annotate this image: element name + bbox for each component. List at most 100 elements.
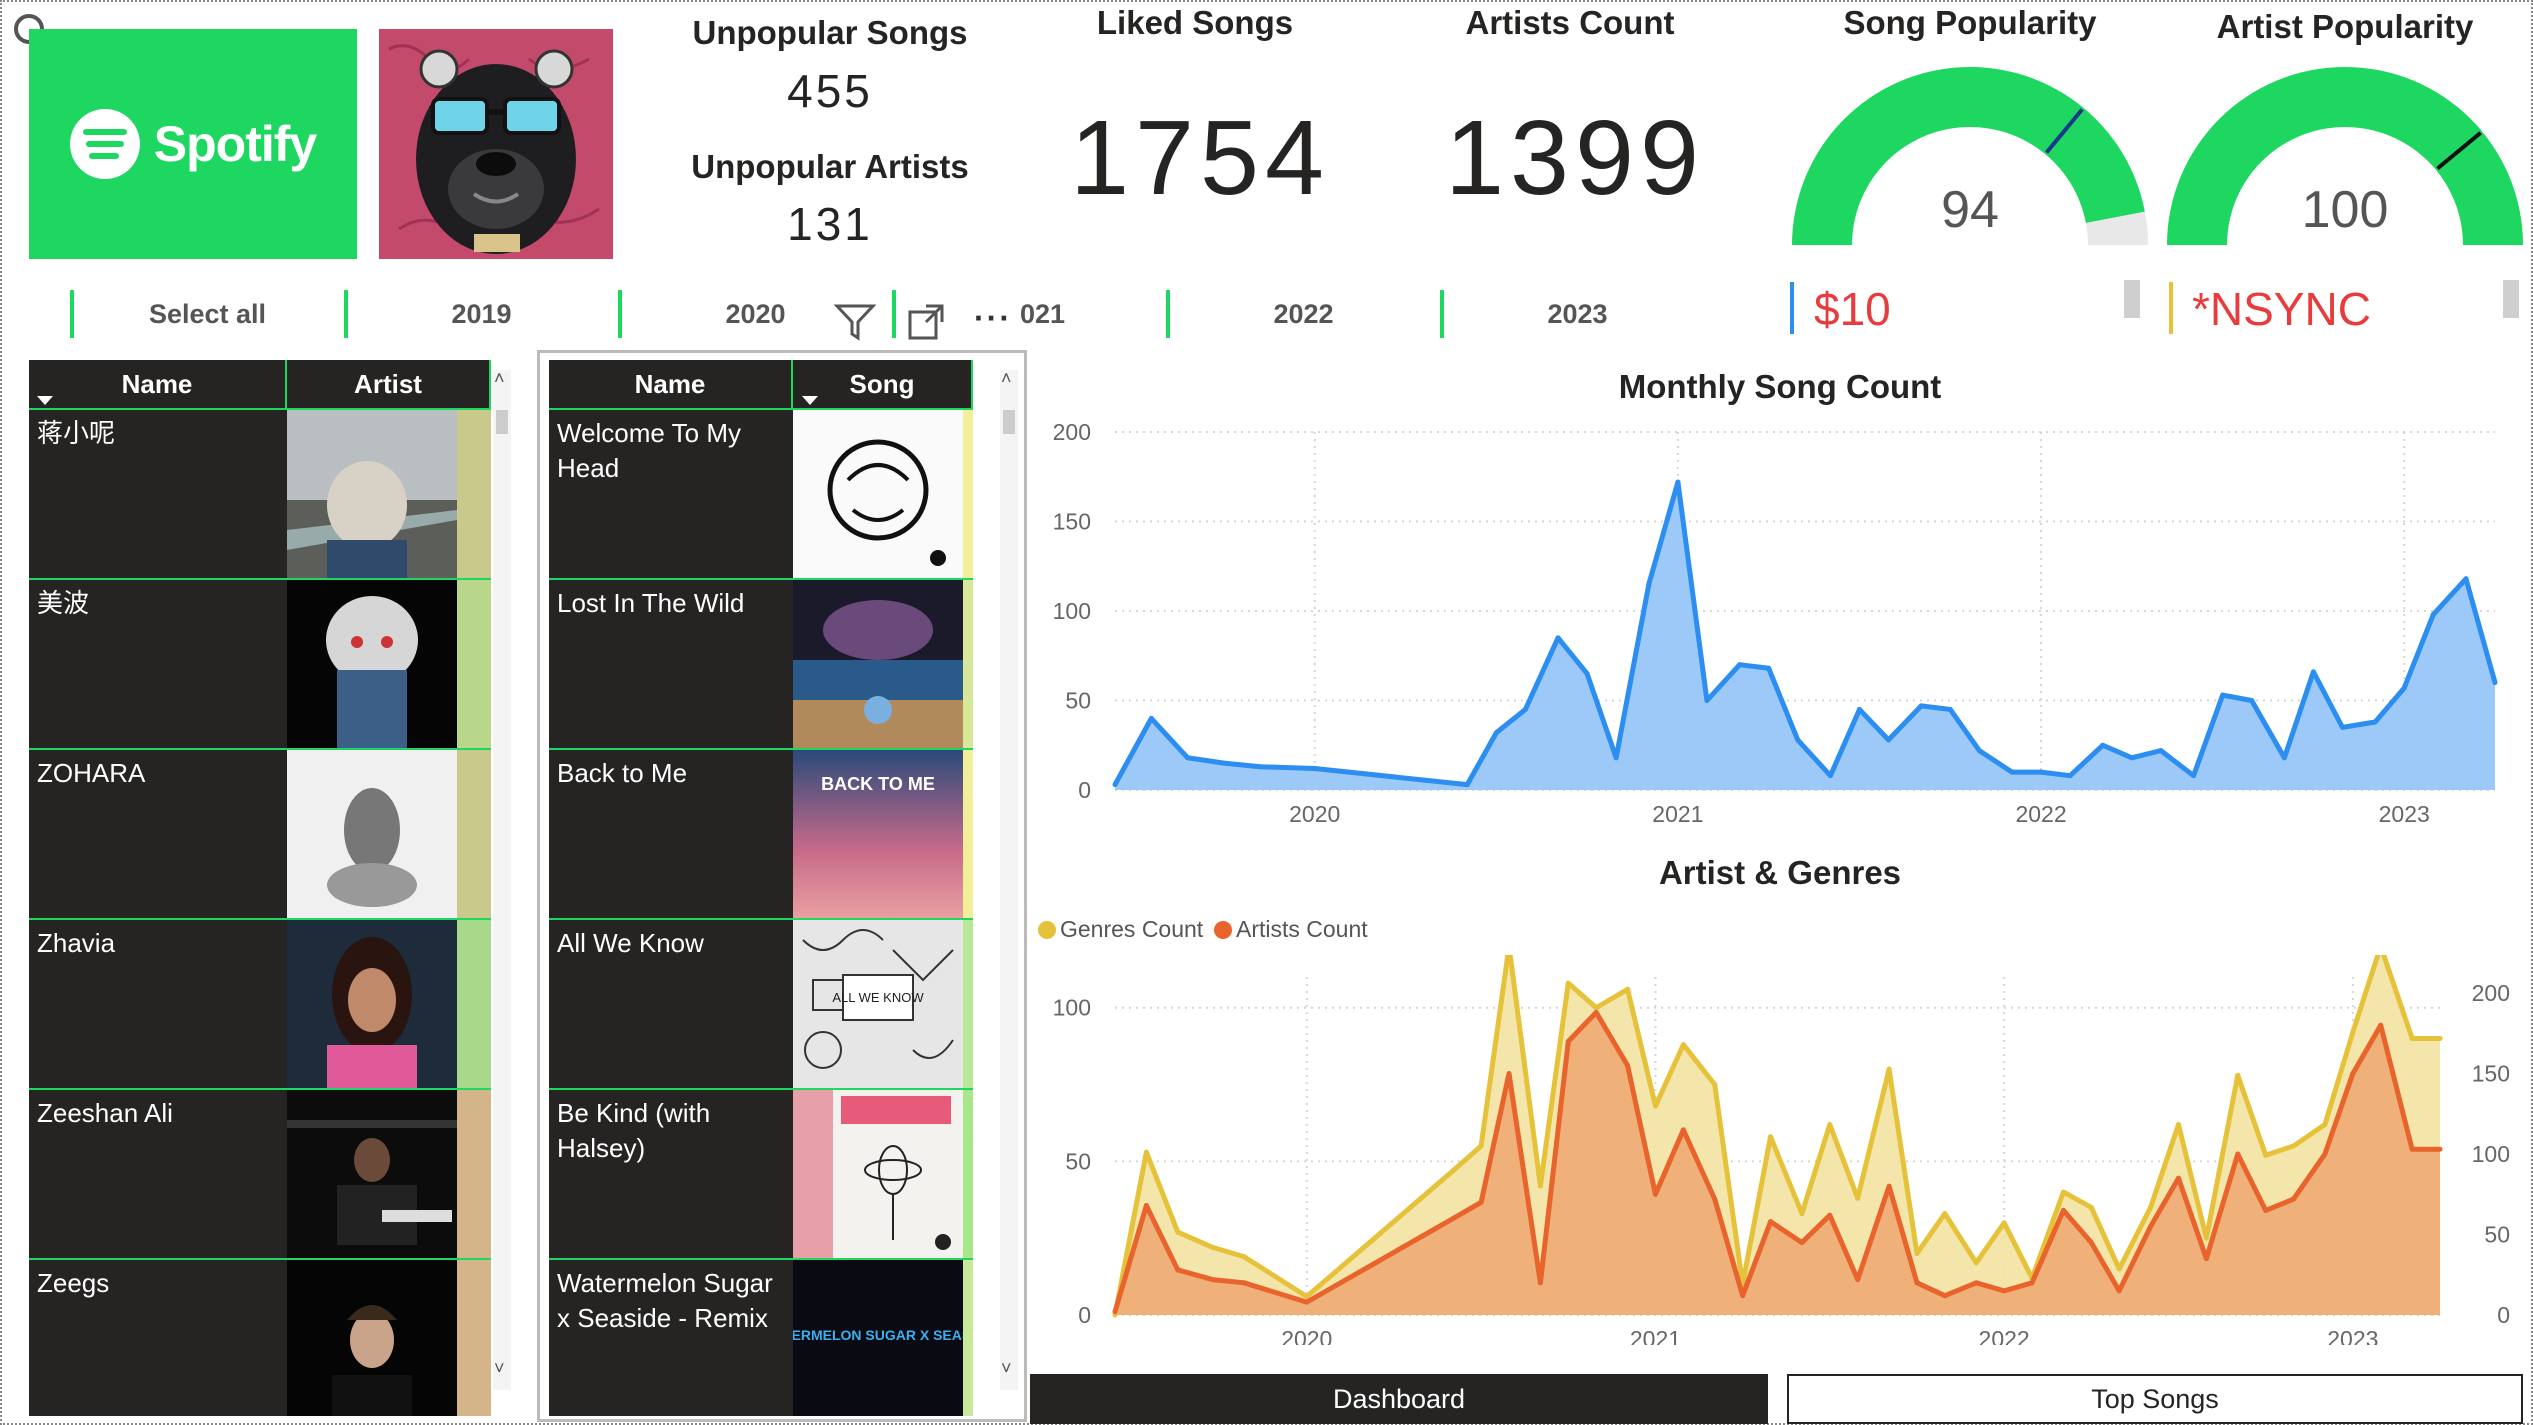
- artist-popularity-label: Artist Popularity: [2216, 8, 2474, 45]
- song-name: Lost In The Wild: [557, 588, 745, 618]
- data-point: [2088, 1240, 2094, 1246]
- scroll-up-icon[interactable]: ˄: [494, 368, 505, 388]
- table-row[interactable]: 美波: [29, 578, 491, 748]
- monthly-song-count-chart: 0 50 100 150 200 2020 2021 2022 2023: [1053, 419, 2498, 827]
- data-point: [1855, 1277, 1861, 1283]
- data-point: [2310, 669, 2316, 675]
- filter-icon[interactable]: [834, 302, 876, 342]
- data-point: [1537, 1280, 1543, 1286]
- data-point: [1148, 715, 1154, 721]
- data-point: [2281, 755, 2287, 761]
- data-point: [2116, 1288, 2122, 1294]
- data-point: [1737, 662, 1743, 668]
- song-card-scrollbar[interactable]: [2124, 280, 2140, 318]
- data-point: [1712, 1196, 1718, 1202]
- data-point: [1886, 1066, 1892, 1072]
- data-point: [1221, 760, 1227, 766]
- area-fill: [1115, 1012, 2440, 1315]
- scroll-thumb[interactable]: [496, 410, 508, 434]
- slicer-year-2022[interactable]: 2022: [1166, 290, 1441, 338]
- song-table-scrollbar[interactable]: [1000, 370, 1018, 1390]
- data-point: [1914, 1251, 1920, 1257]
- data-point: [1506, 1071, 1512, 1077]
- song-table-header-song[interactable]: Song: [793, 360, 973, 408]
- table-row[interactable]: All We Know ALL WE KNOW: [549, 918, 973, 1088]
- x-tick-label: 2020: [1289, 801, 1340, 827]
- data-point: [1478, 1143, 1484, 1149]
- more-options-icon[interactable]: ···: [974, 300, 1012, 336]
- song-table-header-name[interactable]: Name: [549, 360, 793, 408]
- scroll-thumb[interactable]: [1003, 410, 1015, 434]
- dashboard-nav-button[interactable]: Dashboard: [1030, 1374, 1768, 1424]
- svg-text:BACK TO ME: BACK TO ME: [821, 774, 935, 794]
- table-row[interactable]: Zhavia: [29, 918, 491, 1088]
- data-point: [1973, 1280, 1979, 1286]
- slicer-year-2019[interactable]: 2019: [344, 290, 619, 338]
- artist-table-scrollbar[interactable]: [493, 370, 511, 1390]
- data-point: [2350, 1071, 2356, 1077]
- data-point: [1555, 635, 1561, 641]
- table-row[interactable]: Back to Me BACK TO ME: [549, 748, 973, 918]
- sort-desc-icon[interactable]: [802, 396, 818, 405]
- scroll-up-icon[interactable]: ˄: [1001, 368, 1012, 388]
- artist-table: Name Artist 蒋小呢 美波 ZOHARA Zhavia Zeeshan…: [29, 360, 491, 1416]
- table-row[interactable]: Watermelon Sugar x Seaside - Remix WATER…: [549, 1258, 973, 1416]
- table-row[interactable]: Be Kind (with Halsey): [549, 1088, 973, 1258]
- data-point: [2235, 1072, 2241, 1078]
- song-cover: [793, 1090, 963, 1258]
- table-row[interactable]: Welcome To My Head: [549, 408, 973, 578]
- row-highlight: [963, 1260, 973, 1416]
- svg-text:WATERMELON SUGAR X SEASIDE: WATERMELON SUGAR X SEASIDE: [793, 1327, 963, 1343]
- song-popularity-gauge: [1792, 66, 2148, 245]
- data-point: [2437, 1146, 2443, 1152]
- slicer-select-all[interactable]: Select all: [70, 290, 345, 338]
- artist-genres-title: Artist & Genres: [1658, 854, 1902, 891]
- table-row[interactable]: Lost In The Wild: [549, 578, 973, 748]
- scroll-down-icon[interactable]: ˅: [494, 1358, 505, 1378]
- data-point: [2263, 1207, 2269, 1213]
- row-highlight: [457, 1090, 491, 1258]
- data-point: [2067, 773, 2073, 779]
- sort-desc-icon[interactable]: [37, 396, 53, 405]
- scroll-down-icon[interactable]: ˅: [1001, 1358, 1012, 1378]
- legend-artists[interactable]: Artists Count: [1214, 916, 1368, 943]
- artist-table-header-name[interactable]: Name: [29, 360, 287, 408]
- table-row[interactable]: Zeeshan Ali: [29, 1088, 491, 1258]
- data-point: [1625, 1063, 1631, 1069]
- row-highlight: [457, 410, 491, 578]
- data-point: [2175, 1121, 2181, 1127]
- unpopular-artists-value: 131: [787, 198, 873, 250]
- data-point: [1768, 1134, 1774, 1140]
- y-right-tick-label: 0: [2497, 1302, 2510, 1328]
- data-point: [2437, 1035, 2443, 1041]
- data-point: [2100, 742, 2106, 748]
- artist-card-scrollbar[interactable]: [2503, 280, 2519, 318]
- data-point: [1652, 1191, 1658, 1197]
- data-point: [2463, 576, 2469, 582]
- artist-popularity-value: 100: [2301, 181, 2389, 239]
- slicer-year-2021[interactable]: 021: [892, 290, 1167, 338]
- focus-expand-icon[interactable]: [906, 302, 946, 342]
- data-point: [2158, 748, 2164, 754]
- table-row[interactable]: ZOHARA: [29, 748, 491, 918]
- top-songs-nav-button[interactable]: Top Songs: [1787, 1374, 2523, 1424]
- artist-table-header-artist[interactable]: Artist: [287, 360, 491, 408]
- y-tick-label: 50: [1065, 688, 1091, 714]
- data-point: [1942, 1211, 1948, 1217]
- data-point: [1675, 479, 1681, 485]
- slicer-year-2023[interactable]: 2023: [1440, 290, 1715, 338]
- data-point: [1799, 1240, 1805, 1246]
- artist-name: Zeeshan Ali: [37, 1098, 173, 1128]
- legend-genres[interactable]: Genres Count: [1038, 916, 1203, 943]
- series-line: [1112, 479, 2498, 788]
- data-point: [1175, 1267, 1181, 1273]
- slicer-year-2020[interactable]: 2020: [618, 290, 893, 338]
- data-point: [1304, 1299, 1310, 1305]
- svg-text:ALL WE KNOW: ALL WE KNOW: [832, 990, 924, 1005]
- song-cover: [793, 410, 963, 578]
- data-point: [1613, 755, 1619, 761]
- row-highlight: [963, 580, 973, 748]
- table-row[interactable]: 蒋小呢: [29, 408, 491, 578]
- song-popularity-label: Song Popularity: [1843, 4, 2097, 41]
- table-row[interactable]: Zeegs: [29, 1258, 491, 1416]
